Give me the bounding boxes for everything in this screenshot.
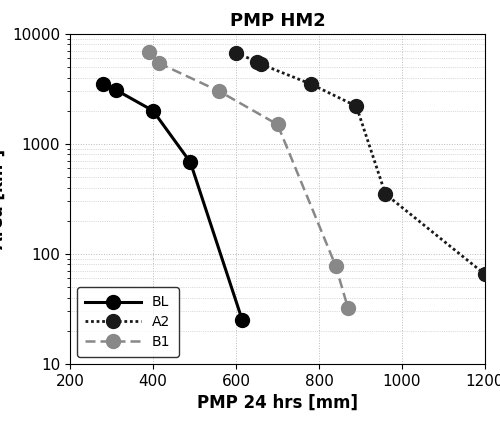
- B1: [216, 89, 222, 94]
- BL: [112, 87, 118, 92]
- B1: [156, 61, 162, 66]
- Legend: BL, A2, B1: BL, A2, B1: [77, 287, 179, 357]
- A2: [382, 192, 388, 197]
- A2: [258, 62, 264, 67]
- BL: [100, 82, 106, 87]
- B1: [146, 49, 152, 54]
- A2: [482, 272, 488, 277]
- A2: [354, 104, 360, 109]
- X-axis label: PMP 24 hrs [mm]: PMP 24 hrs [mm]: [197, 394, 358, 412]
- B1: [345, 306, 351, 311]
- B1: [274, 122, 280, 127]
- BL: [239, 318, 245, 323]
- A2: [233, 50, 239, 55]
- Line: BL: BL: [96, 77, 249, 327]
- Y-axis label: Area [km²]: Area [km²]: [0, 149, 6, 249]
- Title: PMP HM2: PMP HM2: [230, 11, 326, 30]
- A2: [254, 59, 260, 64]
- Line: A2: A2: [229, 46, 492, 281]
- B1: [332, 263, 338, 268]
- Line: B1: B1: [142, 44, 355, 315]
- BL: [150, 108, 156, 113]
- BL: [188, 160, 194, 165]
- A2: [308, 82, 314, 87]
